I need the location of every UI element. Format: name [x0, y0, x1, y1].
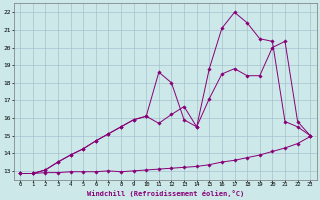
X-axis label: Windchill (Refroidissement éolien,°C): Windchill (Refroidissement éolien,°C) [86, 190, 244, 197]
